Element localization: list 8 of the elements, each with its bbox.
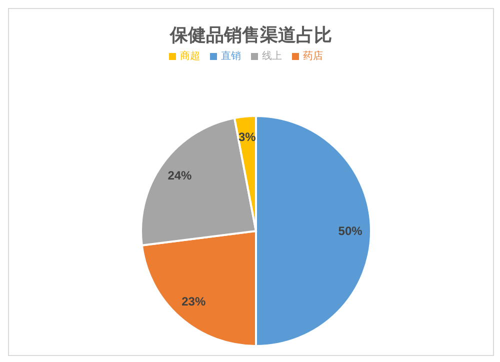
chart-title: 保健品销售渠道占比 [168,24,333,47]
data-label: 50% [338,224,363,238]
data-label: 24% [168,168,192,183]
legend-label: 直销 [221,51,241,62]
legend-label: 药店 [303,51,323,62]
data-label: 23% [182,294,206,309]
legend-label: 线上 [262,51,282,62]
legend-label: 商超 [180,51,200,62]
